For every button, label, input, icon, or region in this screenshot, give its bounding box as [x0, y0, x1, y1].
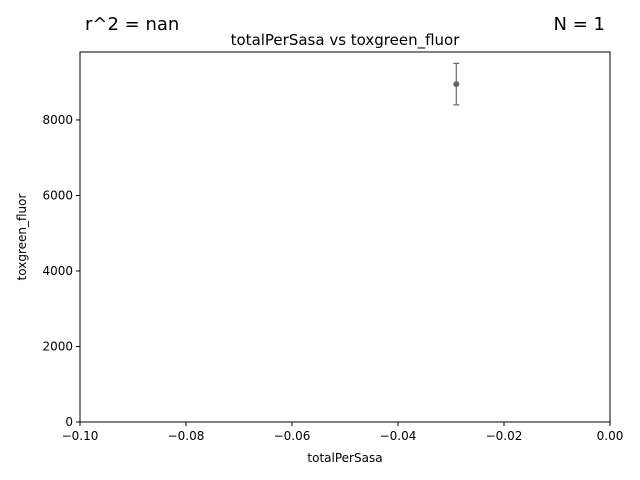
y-axis-label: toxgreen_fluor — [15, 194, 29, 281]
x-tick-label: −0.06 — [274, 429, 311, 443]
x-axis-label: totalPerSasa — [307, 451, 382, 465]
chart-title: totalPerSasa vs toxgreen_fluor — [231, 31, 461, 50]
plot-area — [453, 62, 460, 106]
x-tick-label: −0.10 — [62, 429, 99, 443]
x-tick-label: −0.04 — [380, 429, 417, 443]
y-tick-label: 2000 — [42, 339, 73, 353]
y-tick-label: 0 — [65, 415, 73, 429]
y-tick-label: 8000 — [42, 113, 73, 127]
x-tick-label: −0.02 — [486, 429, 523, 443]
r-squared-annotation: r^2 = nan — [85, 14, 179, 35]
y-axis: 0 2000 4000 6000 8000 — [42, 113, 80, 429]
x-tick-label: 0.00 — [597, 429, 624, 443]
data-point — [453, 81, 460, 88]
axes-frame — [79, 51, 611, 423]
n-count-annotation: N = 1 — [554, 14, 605, 35]
y-tick-label: 4000 — [42, 264, 73, 278]
x-axis: −0.10 −0.08 −0.06 −0.04 −0.02 0.00 — [62, 422, 624, 443]
x-tick-label: −0.08 — [168, 429, 205, 443]
y-tick-label: 6000 — [42, 188, 73, 202]
